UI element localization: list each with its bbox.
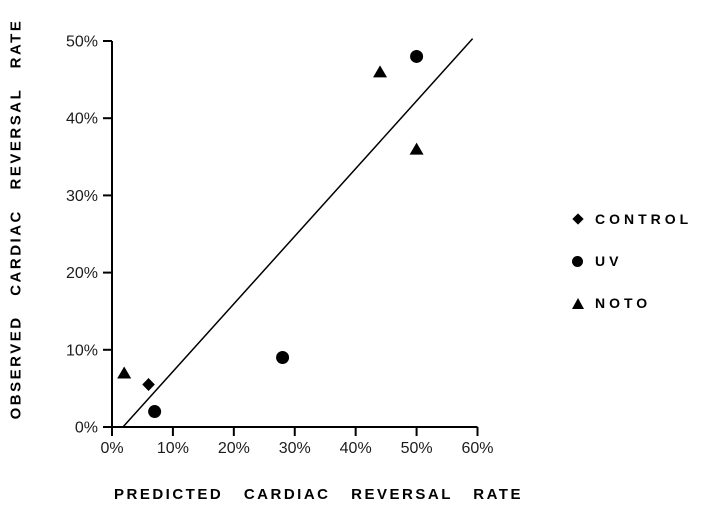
y-tick-label: 40%: [66, 111, 98, 128]
legend-item-control: CONTROL: [569, 208, 692, 230]
legend-label-control: CONTROL: [595, 211, 693, 227]
data-point-uv: [276, 351, 290, 365]
legend-item-uv: UV: [569, 250, 692, 272]
legend: CONTROL UV NOTO: [569, 208, 692, 334]
data-point-noto: [373, 65, 388, 78]
x-tick-label: 0%: [100, 440, 123, 457]
legend-marker: [569, 255, 586, 267]
y-tick-label: 30%: [66, 188, 98, 205]
data-point-uv: [410, 49, 424, 63]
diamond-icon: [571, 213, 584, 225]
legend-marker: [569, 213, 586, 225]
y-tick-label: 50%: [66, 34, 98, 51]
legend-marker: [569, 297, 586, 309]
y-axis-title: OBSERVED CARDIAC REVERSAL RATE: [7, 18, 25, 420]
legend-label-noto: NOTO: [595, 295, 652, 311]
x-tick-label: 50%: [401, 440, 433, 457]
data-point-uv: [148, 405, 162, 419]
y-tick-label: 10%: [66, 342, 98, 359]
circle-icon: [572, 255, 583, 267]
x-tick-label: 20%: [218, 440, 250, 457]
x-tick-label: 40%: [340, 440, 372, 457]
data-point-noto: [409, 142, 424, 155]
x-axis-title: PREDICTED CARDIAC REVERSAL RATE: [114, 486, 523, 503]
legend-label-uv: UV: [595, 253, 623, 269]
x-tick-label: 30%: [279, 440, 311, 457]
x-tick-label: 10%: [157, 440, 189, 457]
data-point-control: [142, 378, 155, 392]
y-tick-label: 20%: [66, 265, 98, 282]
x-tick-label: 60%: [461, 440, 493, 457]
data-point-noto: [117, 366, 132, 379]
legend-item-noto: NOTO: [569, 292, 692, 314]
y-tick-label: 0%: [75, 420, 98, 437]
fit-line: [122, 38, 474, 428]
triangle-icon: [571, 297, 584, 309]
